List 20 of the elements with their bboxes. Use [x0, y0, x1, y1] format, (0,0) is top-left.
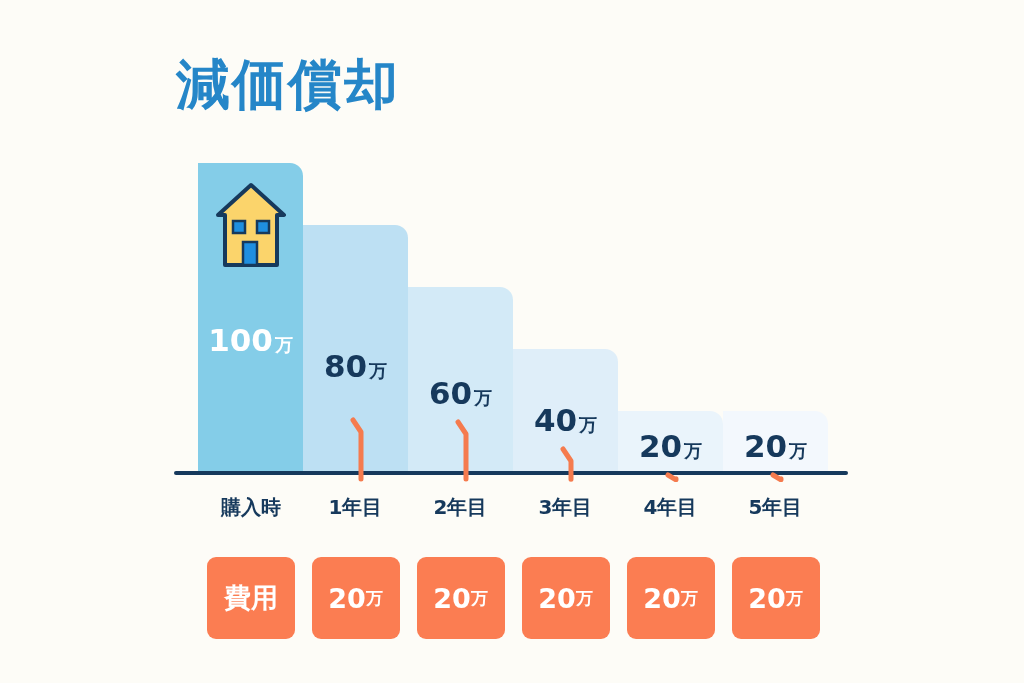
x-tick-label: 3年目 — [538, 495, 593, 520]
data-label: 100万 — [208, 321, 293, 358]
x-tick-label: 4年目 — [643, 495, 698, 520]
text: 20万 — [433, 582, 488, 614]
x-tick-label: 5年目 — [748, 495, 803, 520]
text: 20万 — [328, 582, 383, 614]
bar — [303, 225, 408, 473]
text: 費用 — [223, 581, 278, 615]
chart-title: 減価償却 — [176, 53, 400, 116]
data-label: 20万 — [638, 428, 703, 465]
text: 20万 — [748, 582, 803, 614]
x-tick-label: 2年目 — [433, 495, 488, 520]
text: 20万 — [643, 582, 698, 614]
x-tick-label: 購入時 — [219, 495, 281, 520]
data-label: 20万 — [743, 428, 808, 465]
data-label: 40万 — [533, 401, 598, 438]
data-label: 80万 — [323, 348, 388, 385]
x-tick-label: 1年目 — [328, 495, 383, 520]
text: 20万 — [538, 582, 593, 614]
data-label: 60万 — [428, 375, 493, 412]
